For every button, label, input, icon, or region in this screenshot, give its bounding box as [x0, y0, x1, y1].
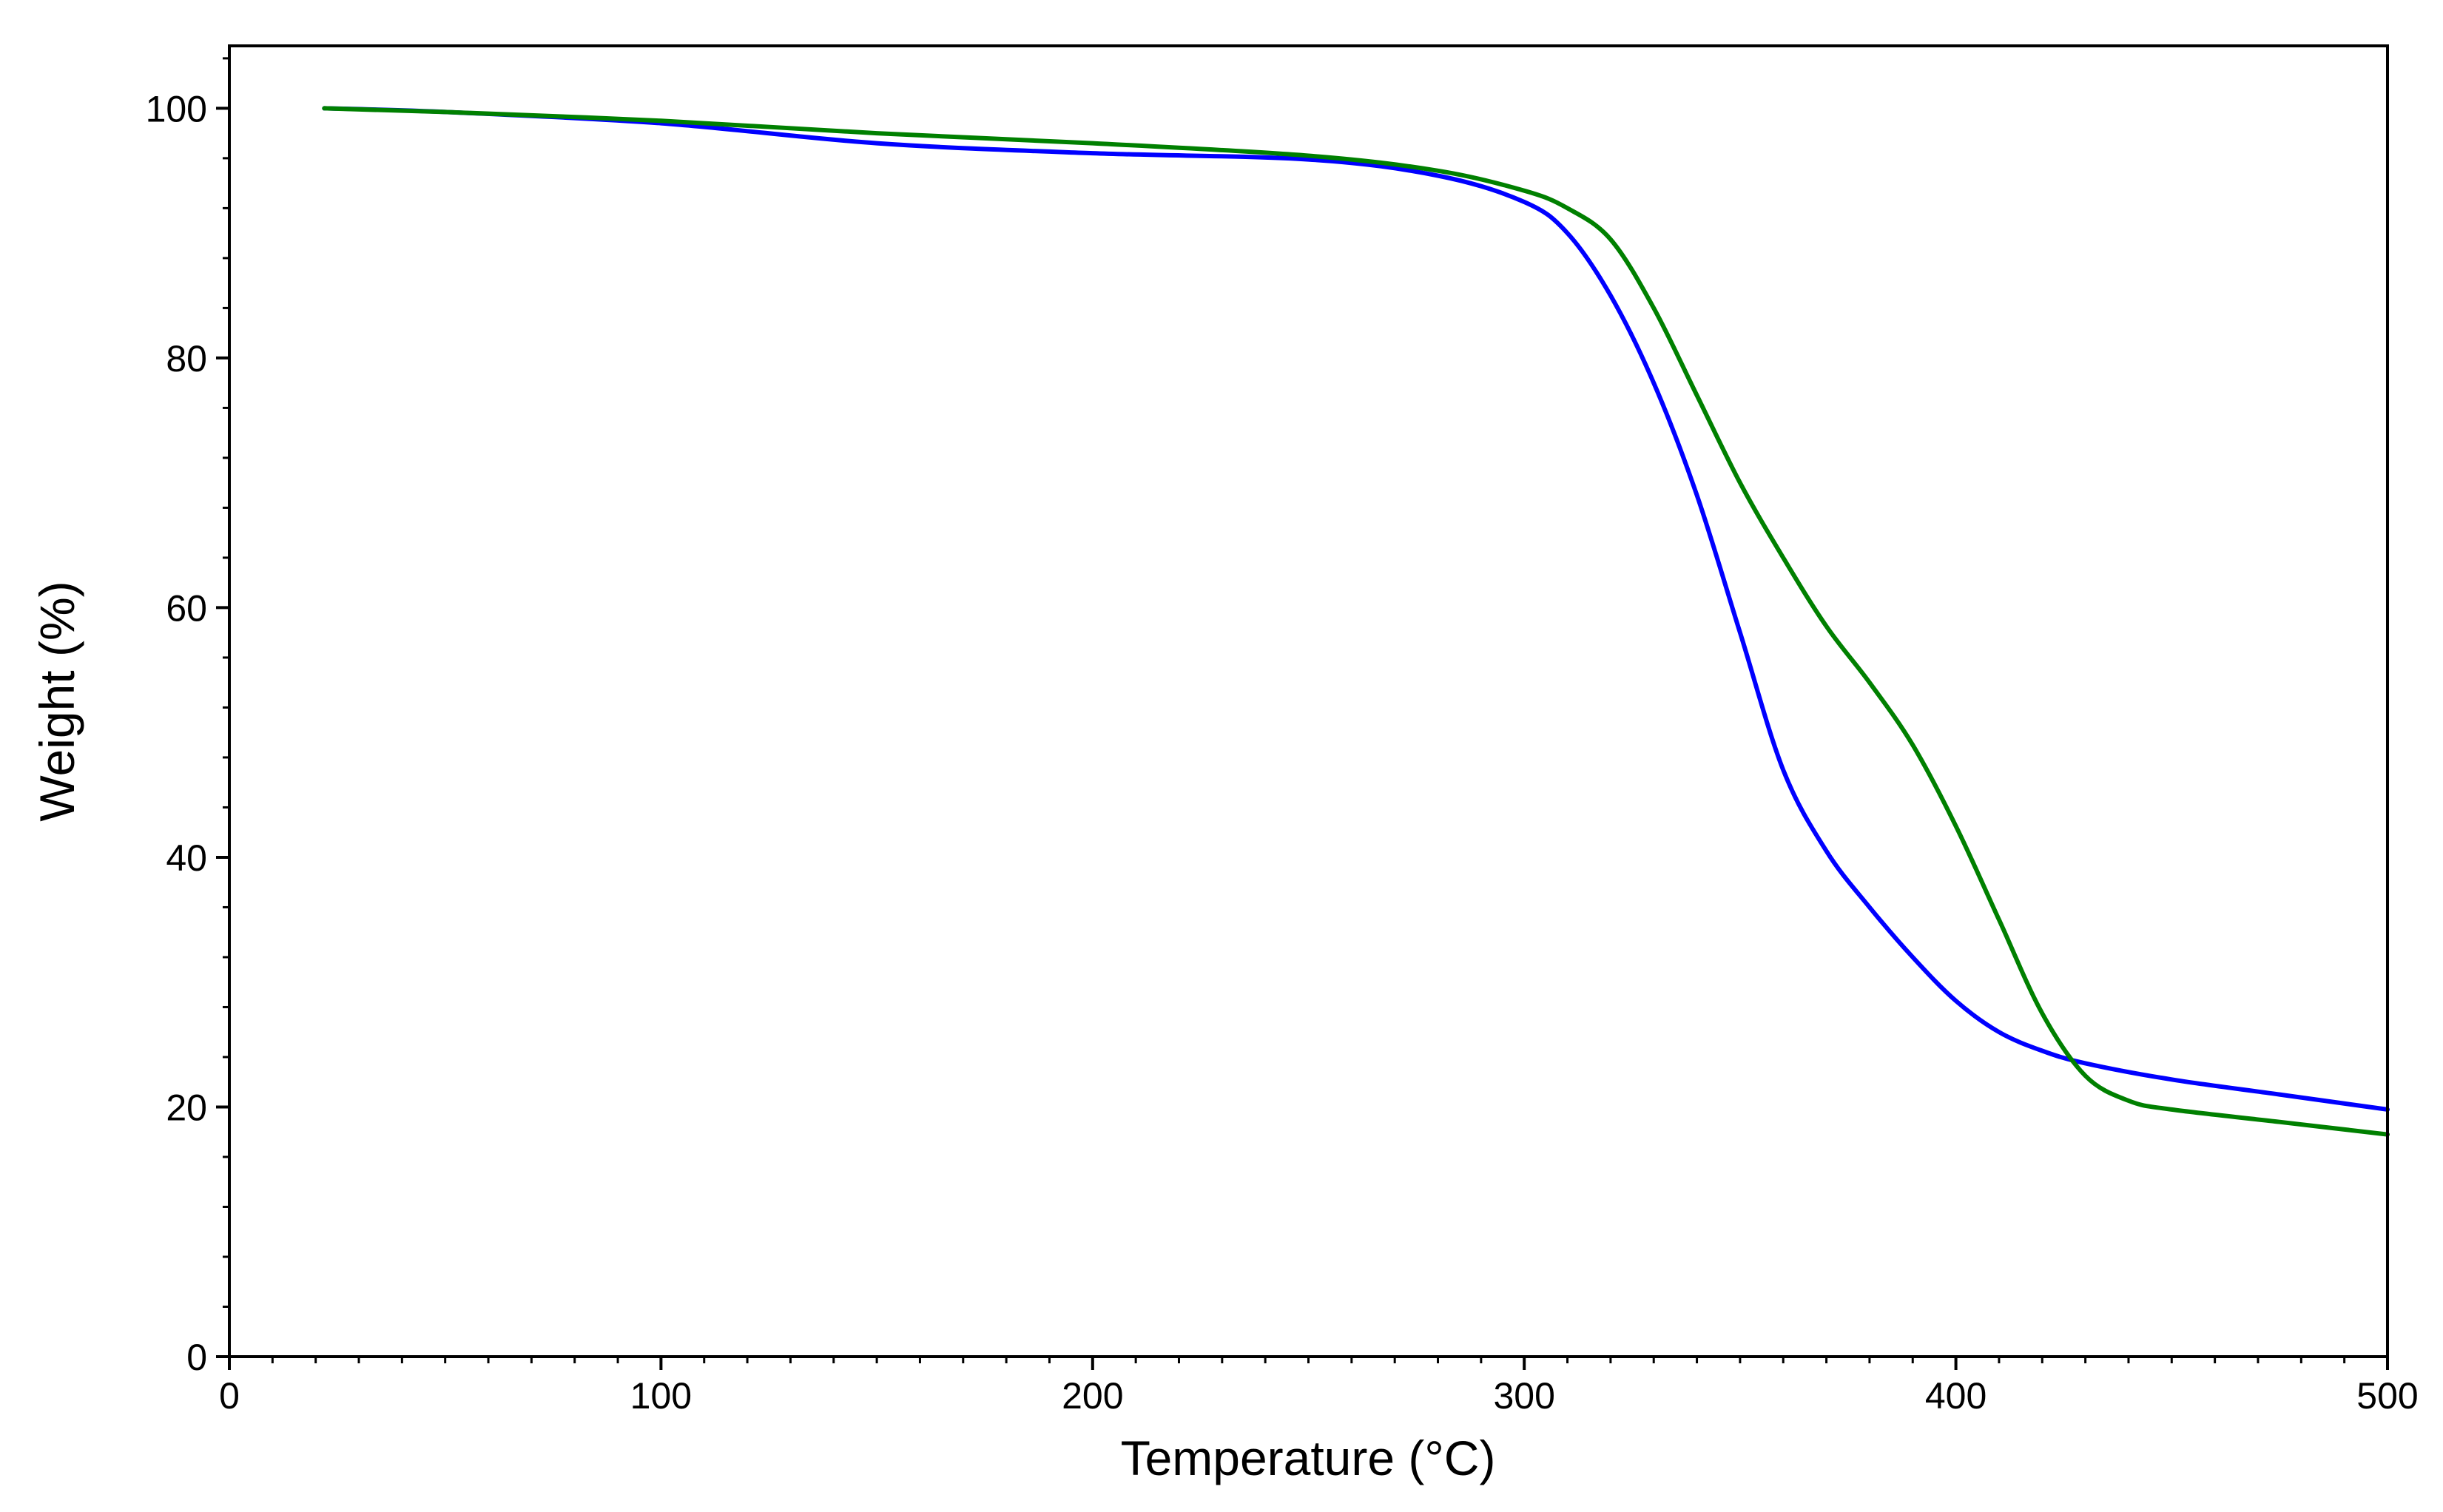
blue-series-line — [322, 106, 2390, 1112]
x-tick-label: 200 — [1062, 1375, 1123, 1417]
plot-frame — [228, 44, 2389, 1358]
tick-labels: 0 100 200 300 400 500 0 20 40 60 80 100 — [146, 88, 2419, 1417]
y-axis-title: Weight (%) — [30, 581, 84, 821]
y-tick-label: 100 — [146, 88, 207, 129]
x-tick-label: 100 — [630, 1375, 692, 1417]
x-tick-label: 400 — [1925, 1375, 1987, 1417]
series-layer — [322, 106, 2390, 1137]
y-tick-label: 60 — [166, 587, 207, 629]
y-tick-label: 0 — [186, 1337, 207, 1378]
y-tick-label: 40 — [166, 837, 207, 879]
y-tick-label: 20 — [166, 1087, 207, 1128]
x-tick-label: 300 — [1493, 1375, 1554, 1417]
x-axis-title: Temperature (°C) — [1121, 1431, 1496, 1485]
x-tick-label: 0 — [219, 1375, 240, 1417]
green-series-line — [322, 106, 2390, 1137]
major-ticks — [216, 107, 2389, 1370]
y-tick-label: 80 — [166, 338, 207, 379]
x-tick-label: 500 — [2356, 1375, 2418, 1417]
